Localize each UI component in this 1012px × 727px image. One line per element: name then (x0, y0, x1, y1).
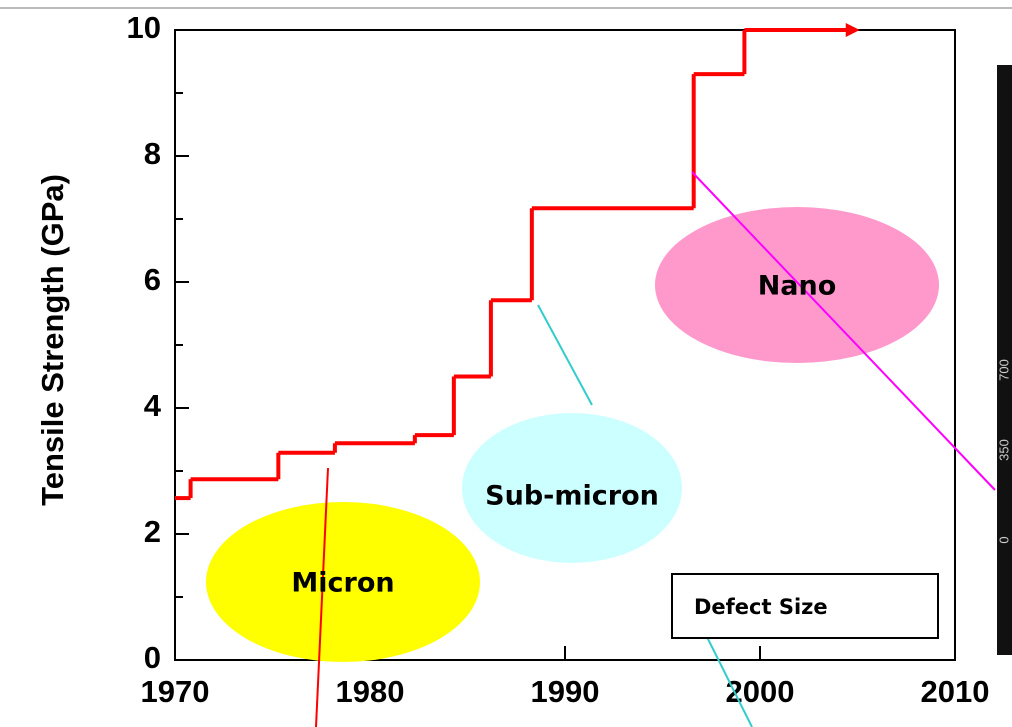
annotation: Micron (291, 568, 394, 599)
y-tick-label: 8 (144, 136, 161, 171)
inset-label: 0 (996, 536, 1011, 543)
y-tick-label: 6 (144, 262, 161, 297)
x-tick-label: 1980 (336, 674, 405, 709)
x-tick-label: 1970 (141, 674, 210, 709)
submicron-connector (538, 305, 592, 405)
y-tick-label: 10 (127, 10, 161, 45)
annotation: Nano (758, 271, 837, 302)
y-tick-label: 4 (144, 388, 162, 423)
annotation: Sub-micron (485, 481, 659, 512)
y-axis-label: Tensile Strength (GPa) (35, 174, 70, 506)
y-tick-label: 2 (144, 514, 161, 549)
arrow-head (846, 23, 860, 37)
chart: Tensile Strength (GPa) 0 2 4 6 8 10 1970 1980 19… (0, 0, 1012, 727)
x-tick-label: 2000 (726, 674, 795, 709)
annotation: Defect Size (694, 595, 828, 619)
inset-label: 350 (996, 439, 1011, 461)
x-tick-label: 2010 (921, 674, 990, 709)
y-tick-label: 0 (144, 640, 161, 675)
inset-label: 700 (996, 359, 1011, 381)
x-tick-label: 1990 (531, 674, 600, 709)
